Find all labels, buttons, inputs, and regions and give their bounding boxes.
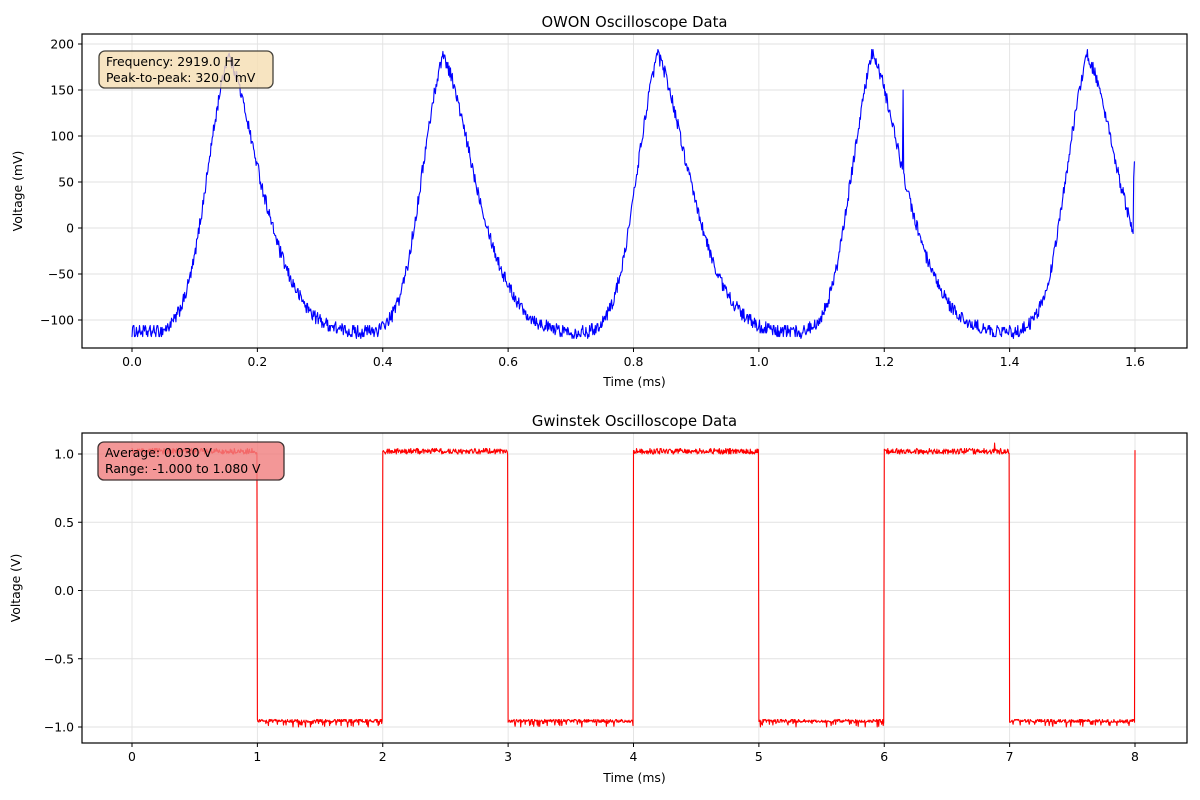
y-tick-label: 0.0 [54,583,74,598]
y-tick-label: 0 [66,221,74,236]
annotation-line-1: Frequency: 2919.0 Hz [106,54,240,69]
y-tick-label: −50 [48,267,74,282]
x-tick-label: 0 [128,749,136,764]
x-tick-label: 2 [379,749,387,764]
annotation-background [97,441,285,481]
annotation-line-2: Peak-to-peak: 320.0 mV [106,70,256,85]
x-tick-label: 8 [1131,749,1139,764]
grid [82,34,1187,348]
waveform-trace-gwinstek [131,442,1136,728]
x-axis-label: Time (ms) [602,374,665,389]
y-tick-label: 1.0 [54,447,74,462]
x-tick-label: 0.0 [122,354,142,369]
plot-frame [81,33,1188,349]
y-tick-label: −0.5 [44,651,74,666]
x-tick-label: 1.0 [749,354,769,369]
y-tick-label: 0.5 [54,515,74,530]
x-tick-label: 0.6 [498,354,518,369]
x-tick-label: 0.2 [248,354,268,369]
x-tick-label: 4 [630,749,638,764]
waveform-trace-owon [131,48,1135,339]
y-tick-label: 150 [50,83,74,98]
annotation-line-2: Range: -1.000 to 1.080 V [105,461,261,476]
y-tick-label: −100 [40,313,74,328]
x-tick-label: 6 [880,749,888,764]
x-tick-label: 1 [253,749,261,764]
x-tick-label: 3 [504,749,512,764]
x-tick-label: 1.6 [1125,354,1145,369]
y-axis-label: Voltage (mV) [10,151,25,232]
gwinstek-plot: 0 1 2 3 4 5 6 7 8 1.0 0.5 0.0 −0.5 −1.0 Gwinstek Oscil… [8,413,1188,785]
y-tick-label: −1.0 [44,720,74,735]
y-tick-label: 200 [50,37,74,52]
y-tick-label: 100 [50,129,74,144]
x-tick-label: 0.8 [624,354,644,369]
x-axis-label: Time (ms) [602,770,665,785]
x-tick-label: 1.2 [874,354,894,369]
x-tick-label: 5 [755,749,763,764]
tick-marks [78,43,1136,352]
plot-title: Gwinstek Oscilloscope Data [532,413,737,430]
x-tick-label: 1.4 [1000,354,1020,369]
tick-marks [78,453,1136,747]
x-tick-label: 0.4 [373,354,393,369]
y-axis-label: Voltage (V) [8,554,23,623]
owon-plot: 0.0 0.2 0.4 0.6 0.8 1.0 1.2 1.4 1.6 200 150 100 50 0 −… [10,14,1188,389]
y-tick-label: 50 [58,175,74,190]
x-tick-label: 7 [1006,749,1014,764]
annotation-line-1: Average: 0.030 V [105,445,212,460]
annotation-background [98,50,274,89]
plot-frame [81,432,1188,744]
plot-title: OWON Oscilloscope Data [541,14,727,31]
